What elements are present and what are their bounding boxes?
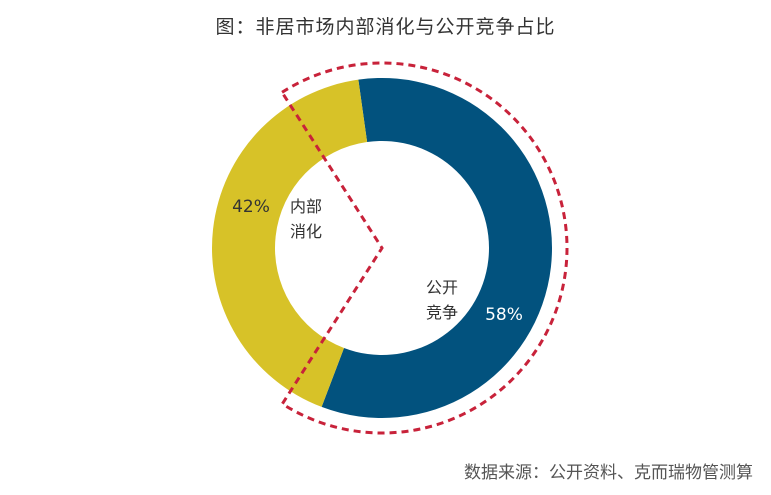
donut-slice <box>321 78 552 419</box>
slice-name-label: 内部 <box>290 197 322 216</box>
highlight-dashed-sector <box>279 61 569 435</box>
slice-name-label: 竞争 <box>426 303 458 322</box>
slice-name-label: 消化 <box>290 222 322 241</box>
slice-percent-label: 42% <box>232 197 270 217</box>
donut-slice <box>211 79 368 407</box>
slice-percent-label: 58% <box>485 305 523 325</box>
source-note: 数据来源：公开资料、克而瑞物管测算 <box>464 463 753 483</box>
chart-title: 图：非居市场内部消化与公开竞争占比 <box>215 16 556 38</box>
slice-name-label: 公开 <box>426 278 458 297</box>
